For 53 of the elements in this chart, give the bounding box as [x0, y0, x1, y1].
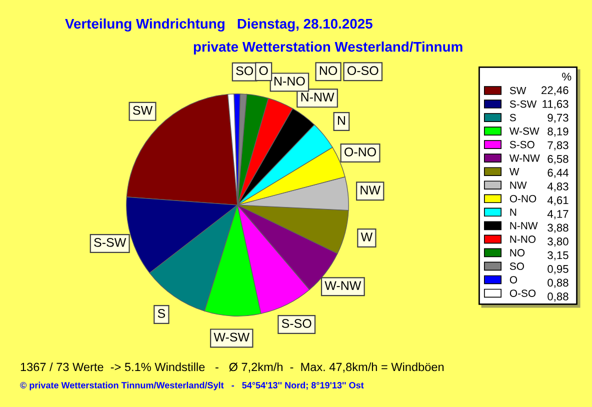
- legend-label: SW: [510, 86, 526, 94]
- slice-label: O-NO: [344, 148, 376, 156]
- text: 1367 / 73 Werte -> 5.1% Windstille - Ø 7,2km/h - Max. 47,8km/h = Windböen: [20, 362, 444, 373]
- data-label: 3,15: [548, 251, 568, 260]
- slice-label: S: [158, 309, 166, 318]
- data-label: 7,83: [548, 141, 568, 150]
- data-label: 6,44: [548, 168, 568, 178]
- slice-label: W: [360, 232, 373, 242]
- data-label: 0,95: [548, 265, 568, 274]
- slice-label: N-NO: [274, 76, 305, 86]
- data-label: 4,83: [547, 182, 568, 192]
- legend-label: S-SW: [510, 100, 537, 108]
- category-label: O-SO: [348, 66, 378, 76]
- legend-label: NW: [510, 182, 527, 189]
- data-label: 3,80: [548, 238, 568, 247]
- slice-label: N-NW: [301, 92, 334, 102]
- legend-label: O-NO: [510, 194, 536, 202]
- data-label: 22,46: [542, 86, 568, 96]
- data-label: 9,73: [548, 114, 568, 123]
- slice-label: W-SW: [214, 332, 250, 342]
- category-label: O: [259, 66, 268, 76]
- text: © private Wetterstation Tinnum/Westerland/Sylt - 54°54'13'' Nord; 8°19'13'' Ost: [20, 382, 364, 390]
- slice-label: SW: [133, 106, 153, 115]
- legend-label: W: [509, 168, 520, 176]
- chart-title: Verteilung Windrichtung Dienstag, 28.10.2025: [65, 18, 372, 32]
- data-label: 3,88: [548, 224, 568, 233]
- data-label: 11,63: [542, 100, 568, 110]
- chart-subtitle: private Wetterstation Westerland/Tinnum: [194, 42, 462, 54]
- legend-label: SO: [510, 262, 524, 270]
- legend-label: N-NO: [510, 236, 536, 243]
- legend-label: O: [510, 276, 518, 284]
- legend-label: O-SO: [510, 290, 536, 297]
- legend-label: S-SO: [510, 140, 534, 148]
- legend-label: NO: [510, 249, 525, 256]
- slice-label: W-NW: [324, 281, 362, 290]
- legend-title: %: [562, 72, 572, 81]
- data-label: 0,88: [548, 292, 568, 302]
- data-label: 4,61: [547, 196, 568, 206]
- legend-label: W-SW: [509, 127, 540, 135]
- slice-label: N: [338, 116, 345, 125]
- slice-label: S-SW: [94, 238, 126, 247]
- category-label: NO: [320, 66, 338, 76]
- data-label: 6,58: [548, 155, 568, 164]
- legend-label: N: [510, 208, 516, 216]
- slice-label: S-SO: [282, 319, 312, 328]
- data-label: 4,17: [547, 210, 568, 220]
- data-label: 8,19: [548, 128, 568, 137]
- legend-label: N-NW: [510, 222, 538, 230]
- legend-label: W-NW: [509, 154, 540, 162]
- slice-label: NW: [360, 186, 380, 194]
- legend-label: S: [510, 114, 516, 122]
- slice-label: SO: [236, 66, 254, 76]
- data-label: 0,88: [548, 278, 568, 288]
